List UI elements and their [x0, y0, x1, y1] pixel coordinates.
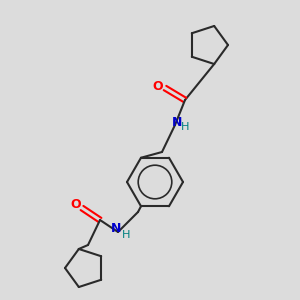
Text: H: H — [122, 230, 130, 240]
Text: N: N — [172, 116, 182, 128]
Text: O: O — [71, 199, 81, 212]
Text: H: H — [181, 122, 189, 132]
Text: O: O — [153, 80, 163, 92]
Text: N: N — [111, 223, 121, 236]
